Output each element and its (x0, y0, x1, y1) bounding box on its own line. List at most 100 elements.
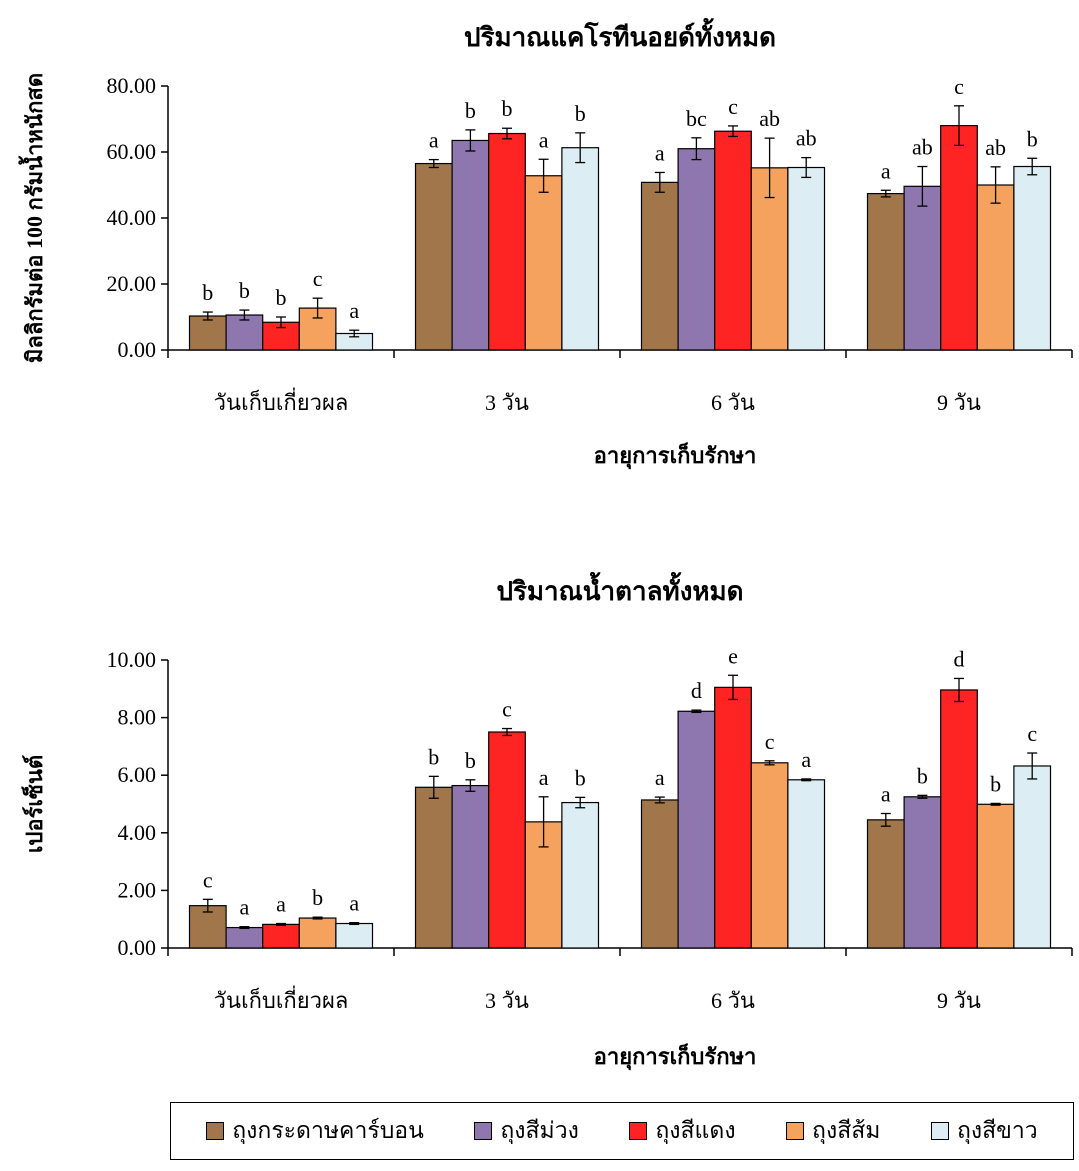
chart-title: ปริมาณแคโรทีนอยด์ทั้งหมด (464, 17, 776, 52)
legend-item-purple-bag: ถุงสีม่วง (474, 1113, 579, 1149)
legend-label: ถุงสีส้ม (812, 1118, 881, 1143)
bar (451, 139, 490, 351)
significance-label: b (276, 285, 287, 310)
significance-label: b (239, 278, 250, 303)
bar (298, 917, 337, 949)
y-tick-label: 6.00 (118, 762, 157, 787)
significance-label: c (954, 74, 964, 99)
legend-swatch (786, 1122, 805, 1140)
significance-label: a (539, 765, 549, 790)
significance-label: a (349, 298, 359, 323)
significance-label: a (240, 895, 250, 920)
bar (714, 130, 752, 351)
y-tick-label: 2.00 (118, 877, 157, 902)
bar (188, 315, 227, 351)
legend-swatch (930, 1122, 949, 1140)
legend-item-carbon-paper-bag: ถุงกระดาษคาร์บอน (206, 1113, 424, 1149)
bar (677, 148, 716, 351)
significance-label: a (276, 892, 286, 917)
bar (262, 923, 300, 949)
legend-swatch (206, 1122, 225, 1140)
bar (976, 184, 1015, 351)
legend-item-white-bag: ถุงสีขาว (930, 1113, 1038, 1149)
bar (335, 922, 374, 949)
x-tick-label: 3 วัน (485, 390, 529, 415)
bar (561, 801, 600, 949)
y-tick-label: 40.00 (107, 205, 157, 230)
bar (940, 689, 978, 949)
bar (640, 799, 679, 949)
y-tick-label: 20.00 (107, 271, 157, 296)
significance-label: b (575, 765, 586, 790)
y-axis-label: มิลลิกรัมต่อ 100 กรัมน้ำหนักสด (18, 73, 47, 363)
significance-label: b (428, 744, 439, 769)
bar (976, 803, 1015, 949)
significance-label: ab (985, 135, 1006, 160)
significance-label: ab (912, 135, 933, 160)
significance-label: a (655, 765, 665, 790)
bar (225, 314, 264, 351)
bar (677, 710, 716, 949)
x-tick-label: 6 วัน (711, 988, 755, 1013)
bar (1013, 765, 1052, 949)
significance-label: bc (686, 106, 707, 131)
bar (414, 162, 453, 351)
bar (714, 686, 752, 949)
x-tick-label: วันเก็บเกี่ยวผล (214, 985, 349, 1013)
significance-label: d (691, 678, 702, 703)
significance-label: ab (796, 126, 817, 151)
y-tick-label: 8.00 (118, 705, 157, 730)
y-tick-label: 0.00 (118, 337, 157, 362)
significance-label: b (575, 101, 586, 126)
bar (640, 181, 679, 351)
significance-label: ab (759, 106, 780, 131)
x-tick-label: 6 วัน (711, 390, 755, 415)
significance-label: a (655, 140, 665, 165)
significance-label: b (312, 885, 323, 910)
significance-label: c (203, 867, 213, 892)
bar (488, 132, 526, 351)
legend-label: ถุงสีม่วง (500, 1118, 579, 1143)
significance-label: c (313, 266, 323, 291)
bar (188, 905, 227, 949)
chart-title: ปริมาณน้ำตาลทั้งหมด (496, 571, 743, 606)
significance-label: c (502, 697, 512, 722)
significance-label: b (465, 98, 476, 123)
y-tick-label: 60.00 (107, 139, 157, 164)
bar (225, 926, 264, 949)
x-tick-label: 9 วัน (937, 988, 981, 1013)
legend-label: ถุงสีแดง (655, 1118, 736, 1143)
significance-label: a (881, 782, 891, 807)
x-tick-label: วันเก็บเกี่ยวผล (214, 387, 349, 415)
y-tick-label: 10.00 (107, 647, 157, 672)
significance-label: b (465, 748, 476, 773)
y-tick-label: 80.00 (107, 73, 157, 98)
bar (940, 124, 978, 351)
significance-label: d (954, 646, 965, 671)
bar (787, 166, 826, 351)
bar (787, 779, 826, 949)
bar (414, 786, 453, 949)
significance-label: c (765, 729, 775, 754)
significance-label: b (502, 96, 513, 121)
legend: ถุงกระดาษคาร์บอน ถุงสีม่วง ถุงสีแดง ถุงส… (170, 1102, 1074, 1160)
x-tick-label: 3 วัน (485, 988, 529, 1013)
x-tick-label: 9 วัน (937, 390, 981, 415)
legend-swatch (629, 1122, 648, 1140)
bar (750, 167, 789, 351)
significance-label: b (1027, 126, 1038, 151)
legend-label: ถุงสีขาว (956, 1118, 1038, 1143)
significance-label: b (917, 763, 928, 788)
significance-label: a (539, 127, 549, 152)
bar (488, 731, 526, 949)
bar (524, 175, 563, 351)
bar (903, 796, 942, 949)
y-axis-label: เปอร์เซ็นต์ (20, 755, 47, 853)
significance-label: b (990, 771, 1001, 796)
bar (866, 819, 905, 949)
bar (561, 147, 600, 351)
bar (750, 762, 789, 949)
significance-label: e (728, 643, 738, 668)
significance-label: a (429, 128, 439, 153)
